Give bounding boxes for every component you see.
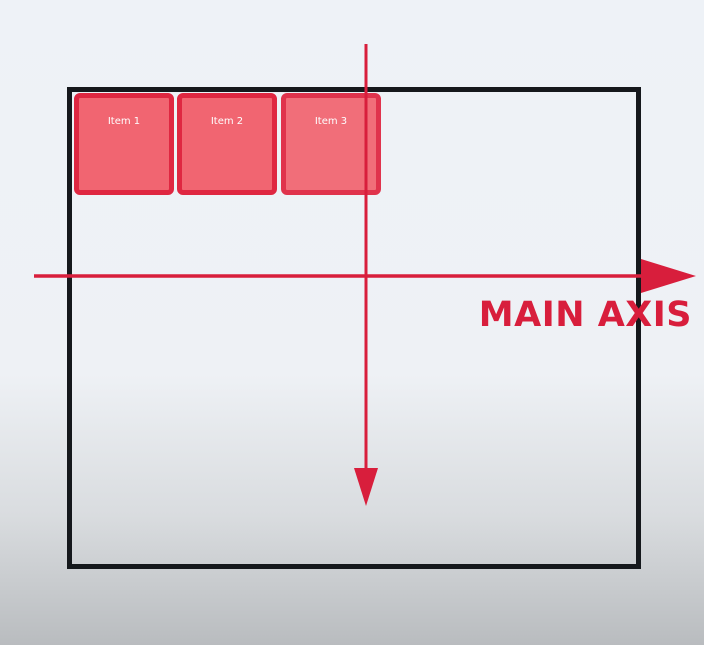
flex-item-2: Item 2 [177, 93, 277, 195]
flex-item-1-label: Item 1 [107, 116, 141, 127]
flex-item-2-label: Item 2 [210, 116, 244, 127]
flex-item-3-label: Item 3 [314, 116, 348, 127]
main-axis-label: MAIN AXIS [478, 295, 692, 335]
cross-axis-arrowhead [354, 468, 378, 506]
main-axis-arrowhead [641, 259, 696, 293]
flex-item-1: Item 1 [74, 93, 174, 195]
flex-container [67, 87, 641, 569]
flex-item-3: Item 3 [281, 93, 381, 195]
